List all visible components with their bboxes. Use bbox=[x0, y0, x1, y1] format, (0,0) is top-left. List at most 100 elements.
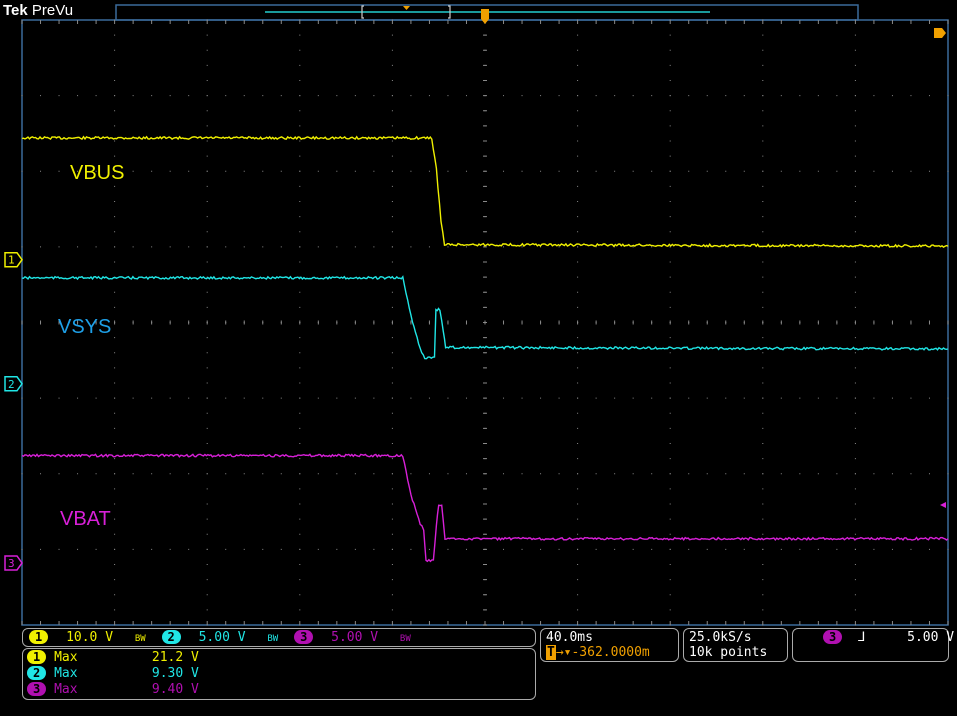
grid-dot bbox=[114, 367, 116, 369]
grid-dot bbox=[299, 533, 301, 535]
grid-dot bbox=[151, 246, 153, 248]
grid-dot bbox=[669, 382, 671, 384]
grid-dot bbox=[114, 533, 116, 535]
grid-dot bbox=[114, 579, 116, 581]
grid-dot bbox=[151, 397, 153, 399]
ch2-badge[interactable]: 2 bbox=[161, 630, 181, 644]
grid-dot bbox=[725, 397, 727, 399]
channel-3-ground-marker bbox=[4, 555, 23, 571]
grid-dot bbox=[669, 49, 671, 51]
grid-dot bbox=[540, 548, 542, 550]
grid-dot bbox=[743, 246, 745, 248]
horizontal-position[interactable]: T→▾-362.0000m bbox=[546, 645, 650, 660]
grid-dot bbox=[114, 140, 116, 142]
grid-dot bbox=[725, 548, 727, 550]
grid-dot bbox=[669, 488, 671, 490]
measurement-row: 2 Max 9.30 V bbox=[27, 666, 199, 681]
grid-dot bbox=[299, 34, 301, 36]
grid-dot bbox=[391, 140, 393, 142]
grid-dot bbox=[40, 548, 42, 550]
grid-dot bbox=[854, 291, 856, 293]
grid-dot bbox=[854, 80, 856, 81]
grid-dot bbox=[243, 95, 245, 97]
grid-dot bbox=[854, 170, 856, 172]
grid-dot bbox=[169, 95, 171, 97]
channel-2-ground-marker bbox=[4, 376, 23, 392]
grid-dot bbox=[465, 246, 467, 248]
grid-dot bbox=[669, 306, 671, 308]
grid-dot bbox=[836, 170, 838, 172]
grid-dot bbox=[21, 246, 23, 248]
grid-dot bbox=[114, 216, 116, 218]
grid-dot bbox=[354, 95, 356, 97]
grid-dot bbox=[58, 170, 60, 172]
vbus-label: VBUS bbox=[70, 162, 125, 184]
grid-dot bbox=[762, 170, 764, 172]
grid-dot bbox=[206, 382, 208, 384]
grid-dot bbox=[206, 397, 208, 399]
grid-dot bbox=[577, 488, 579, 490]
grid-dot bbox=[540, 170, 542, 172]
grid-dot bbox=[299, 185, 301, 187]
grid-dot bbox=[577, 80, 579, 81]
grid-dot bbox=[577, 367, 579, 369]
grid-dot bbox=[762, 579, 764, 581]
grid-dot bbox=[651, 246, 653, 248]
grid-dot bbox=[317, 473, 319, 475]
grid-dot bbox=[243, 246, 245, 248]
grid-dot bbox=[595, 246, 597, 248]
grid-dot bbox=[447, 397, 449, 399]
grid-dot bbox=[910, 548, 912, 550]
grid-dot bbox=[947, 95, 949, 97]
grid-dot bbox=[151, 548, 153, 550]
grid-dot bbox=[558, 95, 560, 97]
grid-dot bbox=[114, 594, 116, 596]
grid-dot bbox=[817, 397, 819, 399]
horizontal-scale[interactable]: 40.0ms bbox=[546, 630, 593, 645]
grid-dot bbox=[762, 95, 764, 97]
grid-dot bbox=[299, 382, 301, 384]
grid-dot bbox=[410, 95, 412, 97]
channel-1-marker-label: 1 bbox=[8, 254, 15, 267]
ch1-scale[interactable]: 10.0 V bbox=[66, 630, 114, 645]
vertical-settings-panel[interactable]: 1 10.0 V BW 2 5.00 V BW 3 5.00 V BW bbox=[22, 628, 536, 647]
grid-dot bbox=[669, 64, 671, 66]
grid-dot bbox=[391, 261, 393, 263]
grid-dot bbox=[114, 155, 116, 157]
grid-dot bbox=[614, 473, 616, 475]
grid-dot bbox=[577, 246, 579, 248]
acquisition-panel[interactable]: 25.0kS/s 10k points bbox=[683, 628, 788, 662]
grid-dot bbox=[725, 170, 727, 172]
ch1-badge[interactable]: 1 bbox=[29, 630, 49, 644]
grid-dot bbox=[836, 95, 838, 97]
grid-dot bbox=[854, 367, 856, 369]
grid-dot bbox=[114, 170, 116, 172]
grid-dot bbox=[299, 503, 301, 505]
grid-dot bbox=[762, 140, 764, 142]
grid-dot bbox=[614, 246, 616, 248]
trigger-panel[interactable]: 3 ⅃ 5.00 V bbox=[792, 628, 954, 662]
grid-dot bbox=[669, 155, 671, 157]
ch2-scale[interactable]: 5.00 V bbox=[198, 630, 246, 645]
grid-dot bbox=[928, 170, 930, 172]
grid-dot bbox=[243, 170, 245, 172]
measurement-type: Max bbox=[54, 650, 78, 665]
grid-dot bbox=[706, 397, 708, 399]
grid-dot bbox=[114, 306, 116, 308]
grid-dot bbox=[206, 367, 208, 369]
grid-dot bbox=[928, 473, 930, 475]
grid-dot bbox=[373, 95, 375, 97]
grid-dot bbox=[391, 246, 393, 248]
grid-dot bbox=[725, 95, 727, 97]
horizontal-panel[interactable]: 40.0ms T→▾-362.0000m bbox=[540, 628, 679, 662]
ch3-scale[interactable]: 5.00 V bbox=[331, 630, 379, 645]
grid-dot bbox=[40, 246, 42, 248]
grid-dot bbox=[391, 548, 393, 550]
grid-dot bbox=[373, 170, 375, 172]
ch3-badge[interactable]: 3 bbox=[294, 630, 314, 644]
grid-dot bbox=[95, 548, 97, 550]
grid-dot bbox=[188, 548, 190, 550]
grid-dot bbox=[206, 503, 208, 505]
grid-dot bbox=[225, 95, 227, 97]
grid-dot bbox=[540, 246, 542, 248]
